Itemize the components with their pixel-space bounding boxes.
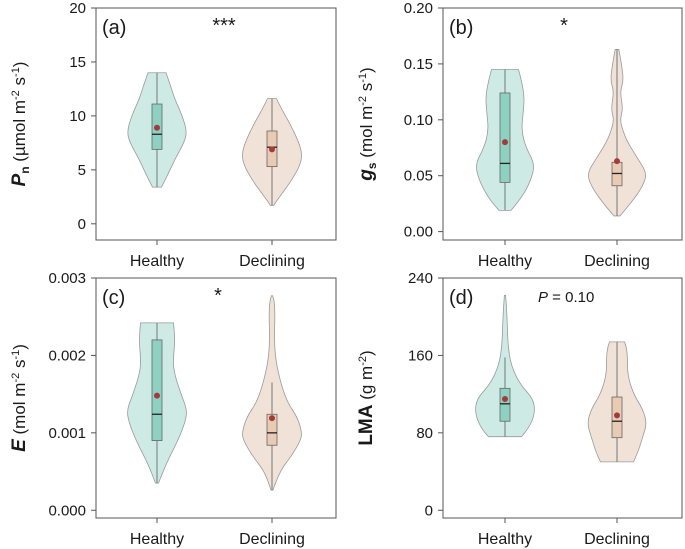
- panel-c-frame: [95, 277, 337, 519]
- y-tick-label: 0.15: [404, 56, 433, 73]
- mean-point-declining: [614, 412, 620, 419]
- y-tick-label: 0: [78, 216, 86, 233]
- y-tick-label: 0.001: [48, 425, 86, 442]
- mean-point-healthy: [502, 139, 508, 146]
- panel-d-y-axis-label: LMA (g m-2): [356, 350, 377, 445]
- mean-point-healthy: [154, 392, 160, 399]
- y-tick-label: 0: [425, 502, 433, 519]
- box-healthy: [151, 339, 163, 441]
- y-tick-label: 0.05: [404, 168, 433, 185]
- y-tick-label: 80: [416, 425, 433, 442]
- panel-b-frame: [442, 7, 683, 241]
- y-tick-label: 0.00: [404, 224, 433, 241]
- panel-d-significance: P = 0.10: [538, 289, 594, 306]
- panel-d-label: (d): [449, 287, 473, 309]
- mean-point-declining: [269, 415, 275, 422]
- box-healthy: [499, 92, 511, 183]
- panel-b-category-declining: Declining: [584, 253, 650, 270]
- panel-c-category-declining: Declining: [239, 531, 305, 548]
- panel-d-frame: [442, 277, 683, 519]
- panel-a-frame: [95, 7, 337, 241]
- mean-point-declining: [614, 158, 620, 165]
- y-tick-label: 160: [408, 347, 433, 364]
- y-tick-label: 20: [69, 0, 86, 17]
- panel-c-category-healthy: Healthy: [130, 531, 184, 548]
- panel-a-significance: ***: [212, 15, 236, 37]
- panel-b: 0.00 0.05 0.10 0.15 0.20 (b) * Healthy Decli…: [356, 0, 683, 270]
- y-tick-label: 0.10: [404, 112, 433, 129]
- panel-a-category-declining: Declining: [239, 253, 305, 270]
- panel-b-y-axis-label: gs (mol m-2 s-1): [356, 67, 379, 181]
- y-tick-label: 0.002: [48, 347, 86, 364]
- y-tick-label: 15: [69, 54, 86, 71]
- panel-a: 0 5 10 15 20 (a) *** Healthy Declining Pn (µ…: [9, 0, 337, 270]
- box-healthy: [499, 387, 511, 422]
- panel-c: 0.000 0.001 0.002 0.003 (c) * Healthy Decli…: [9, 270, 337, 548]
- panel-b-significance: *: [560, 15, 568, 37]
- y-tick-label: 0.000: [48, 502, 86, 519]
- panel-a-label: (a): [102, 17, 126, 39]
- panel-c-label: (c): [102, 287, 125, 309]
- panel-a-category-healthy: Healthy: [130, 253, 184, 270]
- y-tick-label: 0.003: [48, 270, 86, 287]
- y-tick-label: 240: [408, 270, 433, 287]
- panel-b-category-healthy: Healthy: [478, 253, 532, 270]
- mean-point-declining: [269, 146, 275, 153]
- panel-d-category-healthy: Healthy: [478, 531, 532, 548]
- box-declining: [266, 413, 278, 446]
- panel-b-label: (b): [449, 17, 473, 39]
- mean-point-healthy: [154, 124, 160, 131]
- mean-point-healthy: [502, 395, 508, 402]
- panel-c-y-axis-label: E (mol m-2 s-1): [9, 344, 30, 452]
- y-tick-label: 10: [69, 108, 86, 125]
- panel-d-category-declining: Declining: [584, 531, 650, 548]
- panel-c-significance: *: [214, 285, 222, 307]
- panel-a-y-axis-label: Pn (µmol m-2 s-1): [9, 62, 32, 187]
- y-tick-label: 5: [78, 162, 86, 179]
- panel-d: 0 80 160 240 (d) P = 0.10 Healthy Declining…: [356, 270, 683, 548]
- y-tick-label: 0.20: [404, 0, 433, 17]
